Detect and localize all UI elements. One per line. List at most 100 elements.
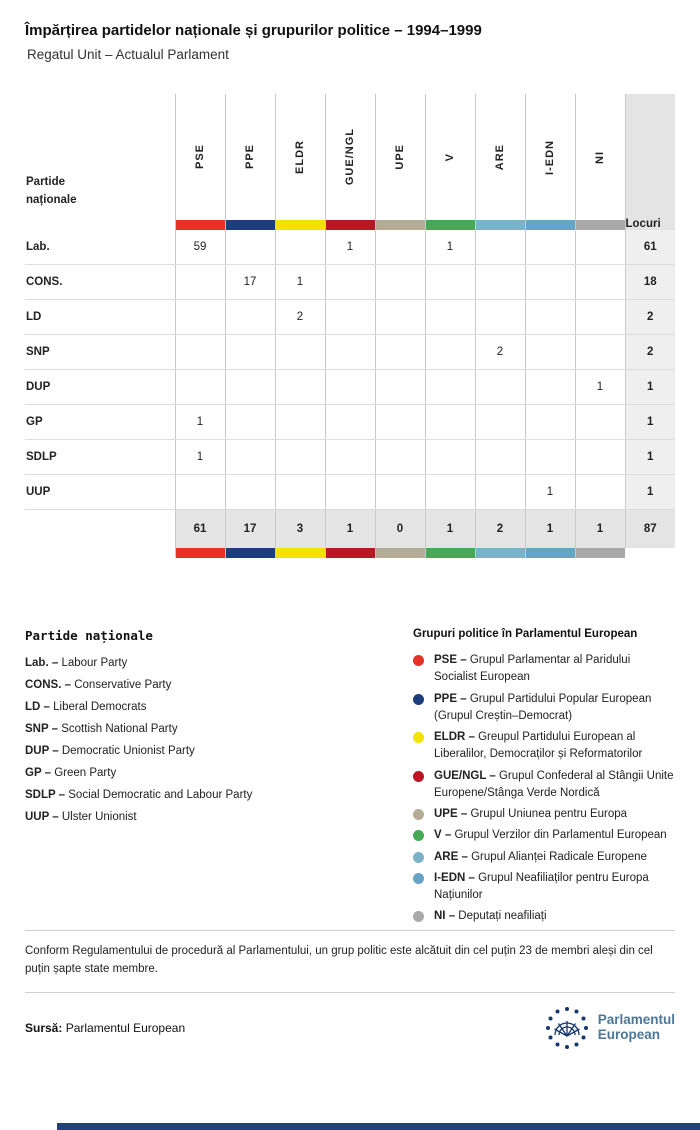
party-legend-item: LD – Liberal Democrats (25, 701, 147, 713)
seat-count-cell (274, 439, 325, 475)
group-color-dot (413, 732, 424, 743)
seat-count-cell (574, 334, 625, 370)
party-label: GP (25, 404, 175, 440)
page-title: Împărțirea partidelor naționale și grupu… (25, 22, 482, 39)
group-color-bar (575, 220, 625, 230)
seat-count-cell (424, 474, 475, 510)
seat-count-cell (224, 334, 275, 370)
totals-row: 61 17 3 1 0 1 2 1 1 87 (25, 509, 675, 548)
group-color-bar (275, 220, 325, 230)
group-column-header: GUE/NGL (324, 94, 375, 220)
page: Împărțirea partidelor naționale și grupu… (25, 22, 675, 1051)
group-legend-text: ARE – Grupul Alianței Radicale Europene (434, 850, 647, 863)
group-color-bar (225, 220, 275, 230)
ep-logo-text: Parlamentul European (597, 1012, 675, 1043)
seat-count-cell (224, 369, 275, 405)
group-total-cell: 1 (574, 509, 625, 548)
parties-legend-title: Partide naționale (25, 628, 153, 643)
group-column-header: ARE (474, 94, 525, 220)
seat-count-cell (274, 230, 325, 265)
seat-count-cell: 2 (274, 299, 325, 335)
party-label: SNP (25, 334, 175, 370)
seat-count-cell (424, 369, 475, 405)
seat-count-cell (274, 334, 325, 370)
grand-total-cell: 87 (624, 509, 675, 548)
table-row: Lab. 59 1 1 61 (25, 230, 675, 265)
page-subtitle: Regatul Unit – Actualul Parlament (27, 47, 229, 62)
seat-count-cell: 1 (424, 230, 475, 265)
group-legend-text: PSE – Grupul Parlamentar al Paridului So… (434, 654, 631, 684)
color-bar-cell (374, 220, 425, 230)
group-color-bar (175, 548, 225, 558)
color-bar-cell (224, 548, 275, 558)
total-seats-cell: 1 (624, 369, 675, 405)
group-legend-text: PPE – Grupul Partidului Popular European… (434, 692, 652, 722)
group-code-label: I-EDN (544, 139, 556, 175)
seat-count-cell (174, 369, 225, 405)
color-bar-cell (374, 548, 425, 558)
group-code-label: ELDR (294, 140, 306, 174)
seat-count-cell: 1 (574, 369, 625, 405)
seat-count-cell (224, 439, 275, 475)
group-color-bar-row (25, 220, 675, 230)
seats-column-header: Locuri (624, 94, 675, 230)
color-bar-cell (174, 548, 225, 558)
group-color-bar (575, 548, 625, 558)
group-legend-item: PPE – Grupul Partidului Popular European… (413, 691, 675, 726)
group-column-header: PPE (224, 94, 275, 220)
seat-count-cell (324, 404, 375, 440)
party-legend-item: GP – Green Party (25, 767, 117, 779)
group-column-header: ELDR (274, 94, 325, 220)
seat-count-cell (224, 230, 275, 265)
party-label: UUP (25, 474, 175, 510)
total-seats-cell: 2 (624, 299, 675, 335)
total-seats-cell: 1 (624, 439, 675, 475)
seat-count-cell (474, 369, 525, 405)
color-bar-cell (424, 220, 475, 230)
group-color-bar (275, 548, 325, 558)
seat-count-cell (424, 334, 475, 370)
group-column-header: V (424, 94, 475, 220)
total-seats-cell: 1 (624, 404, 675, 440)
footer-accent-bar (57, 1123, 700, 1130)
group-color-bar (425, 548, 475, 558)
group-color-bar-row-bottom (25, 548, 675, 558)
seat-count-cell (574, 474, 625, 510)
groups-legend: Grupuri politice în Parlamentul European… (413, 628, 675, 930)
group-legend-text: UPE – Grupul Uniunea pentru Europa (434, 808, 628, 820)
group-legend-text: NI – Deputați neafiliați (434, 910, 547, 923)
seat-count-cell (574, 299, 625, 335)
source-row: Sursă: Parlamentul European (25, 1005, 675, 1051)
seat-count-cell (374, 369, 425, 405)
party-label: Lab. (25, 230, 175, 265)
color-bar-cell (274, 548, 325, 558)
seat-count-cell (374, 474, 425, 510)
group-color-dot (413, 770, 424, 782)
color-bar-cell (524, 548, 575, 558)
color-bar-cell (324, 548, 375, 558)
group-code-label: PSE (194, 144, 206, 170)
color-bar-cell (224, 220, 275, 230)
ep-stars-icon (545, 1007, 588, 1050)
group-color-bar (475, 548, 525, 558)
source-label: Sursă: (25, 1021, 63, 1036)
empty-cell (625, 548, 675, 558)
seat-count-cell (524, 299, 575, 335)
seat-count-cell (524, 369, 575, 405)
color-bar-cell (524, 220, 575, 230)
color-bar-cell (424, 548, 475, 558)
group-color-dot (413, 809, 424, 820)
seat-count-cell (324, 474, 375, 510)
group-legend-text: V – Grupul Verzilor din Parlamentul Euro… (434, 829, 667, 842)
seat-count-cell (174, 474, 225, 510)
seat-count-cell (424, 299, 475, 335)
seat-count-cell (474, 404, 525, 440)
group-legend-item: PSE – Grupul Parlamentar al Paridului So… (413, 652, 675, 687)
seat-count-cell (274, 474, 325, 510)
seat-count-cell (574, 439, 625, 475)
group-code-label: GUE/NGL (344, 128, 356, 186)
group-color-bar (175, 220, 225, 230)
total-seats-cell: 2 (624, 334, 675, 370)
table-row: DUP 1 1 (25, 369, 675, 405)
